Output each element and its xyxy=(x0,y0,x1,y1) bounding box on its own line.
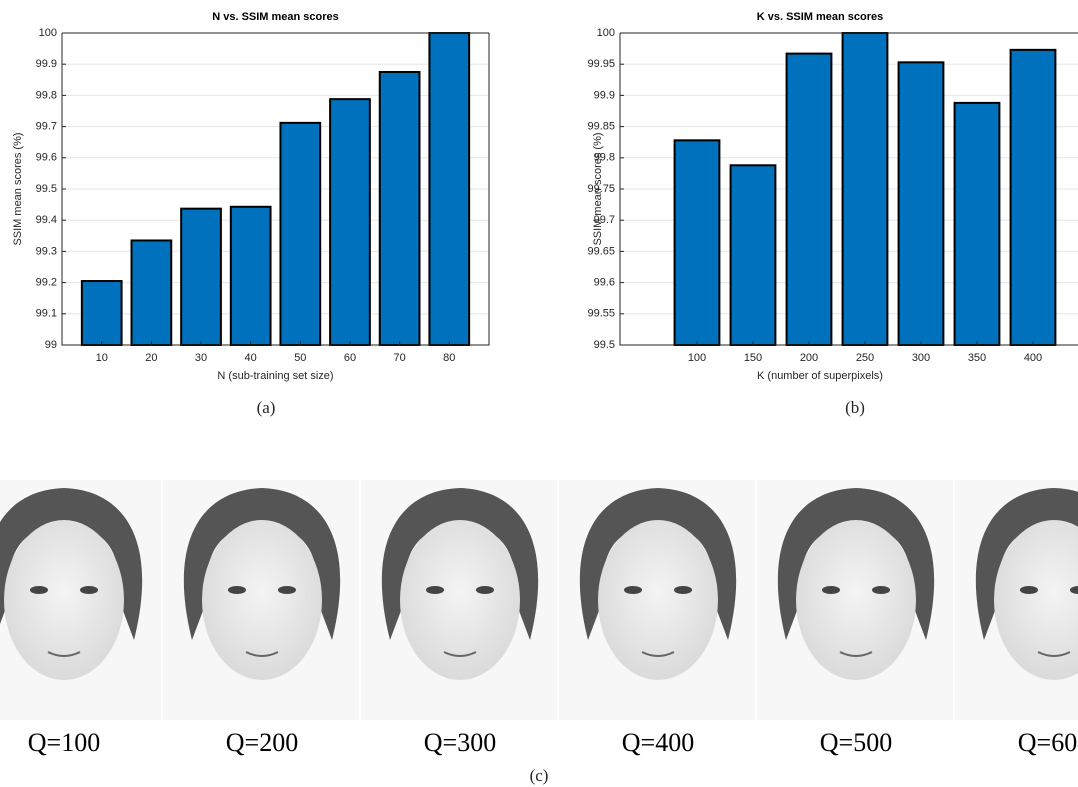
face-label: Q=600 xyxy=(1018,728,1078,757)
eye xyxy=(80,586,98,594)
caption: (a) xyxy=(257,398,276,417)
x-tick-label: 20 xyxy=(145,352,157,364)
y-tick-label: 99.65 xyxy=(587,245,615,257)
eye xyxy=(228,586,246,594)
y-tick-label: 99.95 xyxy=(587,58,615,70)
eye xyxy=(278,586,296,594)
x-tick-label: 100 xyxy=(688,352,706,364)
bar xyxy=(330,99,370,345)
y-tick-label: 100 xyxy=(39,27,57,39)
bar xyxy=(843,33,888,345)
bar xyxy=(231,207,271,345)
y-tick-label: 99.85 xyxy=(587,121,615,133)
y-tick-label: 99.5 xyxy=(594,339,615,351)
figure: (a) (b) (c) Q=100 Q=200 Q=300 Q=400 Q=500 Q=6… xyxy=(0,0,1078,787)
y-tick-label: 99.4 xyxy=(36,214,57,226)
y-tick-label: 99.2 xyxy=(36,277,57,289)
y-tick-label: 99.7 xyxy=(36,121,57,133)
bar xyxy=(181,209,221,345)
y-tick-label: 99.55 xyxy=(587,308,615,320)
bar xyxy=(899,62,944,345)
x-tick-label: 200 xyxy=(800,352,818,364)
x-tick-label: 300 xyxy=(912,352,930,364)
y-tick-label: 99.3 xyxy=(36,245,57,257)
x-tick-label: 60 xyxy=(344,352,356,364)
bar xyxy=(1011,50,1056,345)
eye xyxy=(822,586,840,594)
x-tick-label: 400 xyxy=(1024,352,1042,364)
face-label: Q=300 xyxy=(424,728,496,757)
y-axis-label: SSIM mean scores (%) xyxy=(592,132,604,245)
x-tick-label: 80 xyxy=(443,352,455,364)
eye xyxy=(426,586,444,594)
x-tick-label: 150 xyxy=(744,352,762,364)
face-images xyxy=(0,480,1078,720)
y-tick-label: 99.1 xyxy=(36,308,57,320)
x-tick-label: 10 xyxy=(96,352,108,364)
eye xyxy=(674,586,692,594)
face-label: Q=400 xyxy=(622,728,694,757)
bar xyxy=(955,103,1000,345)
eye xyxy=(1020,586,1038,594)
y-tick-label: 99.5 xyxy=(36,183,57,195)
bar xyxy=(82,281,122,345)
bar xyxy=(429,33,469,345)
x-tick-label: 40 xyxy=(245,352,257,364)
x-tick-label: 50 xyxy=(294,352,306,364)
eye xyxy=(30,586,48,594)
x-tick-label: 30 xyxy=(195,352,207,364)
eye xyxy=(624,586,642,594)
bar xyxy=(787,54,832,345)
y-tick-label: 99.6 xyxy=(36,152,57,164)
y-tick-label: 99.6 xyxy=(594,277,615,289)
y-tick-label: 100 xyxy=(597,27,615,39)
chart-title: N vs. SSIM mean scores xyxy=(212,11,339,23)
bar xyxy=(731,165,776,345)
x-tick-label: 350 xyxy=(968,352,986,364)
y-tick-label: 99.9 xyxy=(36,58,57,70)
face-label: Q=100 xyxy=(28,728,100,757)
x-axis-label: N (sub-training set size) xyxy=(217,370,333,382)
face-label: Q=200 xyxy=(226,728,298,757)
y-axis-label: SSIM mean scores (%) xyxy=(12,132,24,245)
bar xyxy=(132,240,172,345)
caption: (b) xyxy=(845,398,865,417)
face-label: Q=500 xyxy=(820,728,892,757)
eye xyxy=(872,586,890,594)
chart-title: K vs. SSIM mean scores xyxy=(757,11,884,23)
y-tick-label: 99.8 xyxy=(36,89,57,101)
y-tick-label: 99.9 xyxy=(594,89,615,101)
bar xyxy=(675,140,720,345)
caption: (c) xyxy=(530,766,549,785)
x-axis-label: K (number of superpixels) xyxy=(757,370,883,382)
x-tick-label: 250 xyxy=(856,352,874,364)
bar xyxy=(280,123,320,345)
eye xyxy=(476,586,494,594)
bar xyxy=(380,72,420,345)
x-tick-label: 70 xyxy=(394,352,406,364)
y-tick-label: 99 xyxy=(45,339,57,351)
